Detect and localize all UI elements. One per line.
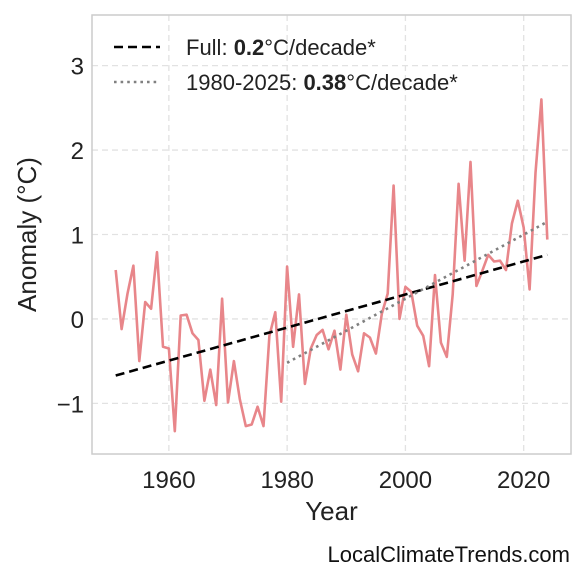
gridlines [92, 15, 571, 454]
legend-label-1980-2025-prefix: 1980-2025: [186, 70, 303, 95]
y-tick-label: 3 [71, 54, 84, 81]
y-tick-label: 2 [71, 138, 84, 165]
legend: Full: 0.2°C/decade* 1980-2025: 0.38°C/de… [114, 35, 458, 95]
x-tick-label: 1960 [142, 467, 195, 494]
series-layer [114, 98, 549, 433]
series-observed-anomaly [114, 98, 549, 433]
x-tick-label: 2000 [379, 467, 432, 494]
source-credit: LocalClimateTrends.com [327, 542, 571, 567]
y-tick-label: 1 [71, 223, 84, 250]
series-trend-full [115, 253, 548, 377]
legend-label-1980-2025-value: 0.38 [303, 70, 346, 95]
legend-label-full: Full: 0.2°C/decade* [186, 35, 376, 60]
y-tick-label: 0 [71, 307, 84, 334]
legend-label-full-prefix: Full: [186, 35, 234, 60]
legend-label-full-value: 0.2 [234, 35, 265, 60]
x-axis-title: Year [305, 496, 358, 526]
y-tick-label: −1 [57, 391, 84, 418]
plot-frame [91, 14, 572, 455]
y-axis-title: Anomaly (°C) [12, 157, 42, 312]
series-trend-1980-2025 [286, 220, 548, 364]
legend-label-1980-2025-suffix: °C/decade* [346, 70, 458, 95]
x-tick-label: 2020 [497, 467, 550, 494]
x-tick-label: 1980 [260, 467, 313, 494]
legend-label-full-suffix: °C/decade* [264, 35, 376, 60]
legend-label-1980-2025: 1980-2025: 0.38°C/decade* [186, 70, 458, 95]
x-tick-labels: 1960 1980 2000 2020 [142, 467, 550, 494]
y-tick-labels: −1 0 1 2 3 [57, 54, 84, 419]
